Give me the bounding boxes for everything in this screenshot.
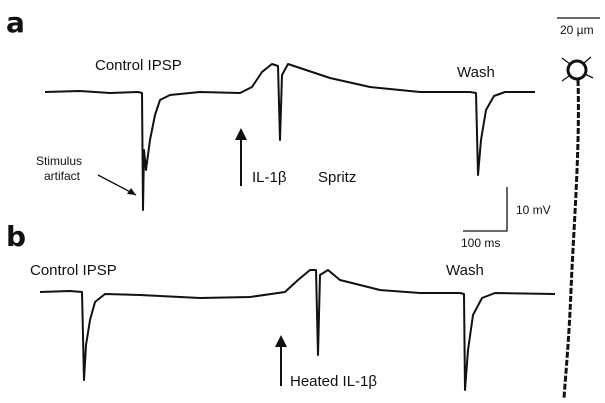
panel-label: b [6, 220, 26, 253]
voltage-scale: 10 mV [516, 203, 551, 217]
spritz-label: Spritz [318, 169, 356, 186]
trace [39, 269, 556, 391]
soma [566, 59, 588, 81]
treatment-label: IL-1β [252, 169, 287, 186]
arrowhead [275, 335, 287, 347]
control-label: Control IPSP [95, 57, 182, 74]
panel-label: a [6, 6, 25, 39]
arrowhead [127, 188, 136, 195]
treatment-label: Heated IL-1β [290, 373, 377, 390]
wash-label: Wash [457, 64, 495, 81]
control-label: Control IPSP [30, 262, 117, 279]
arrowhead [235, 128, 247, 140]
wash-label: Wash [446, 262, 484, 279]
artifact-label: Stimulus [36, 154, 82, 168]
dendrites [561, 56, 594, 82]
artifact-label: artifact [44, 169, 81, 183]
scale-bar [463, 187, 508, 232]
time-scale: 100 ms [461, 236, 500, 250]
axon [562, 79, 580, 399]
length-scale: 20 µm [560, 23, 594, 37]
trace [44, 63, 535, 211]
